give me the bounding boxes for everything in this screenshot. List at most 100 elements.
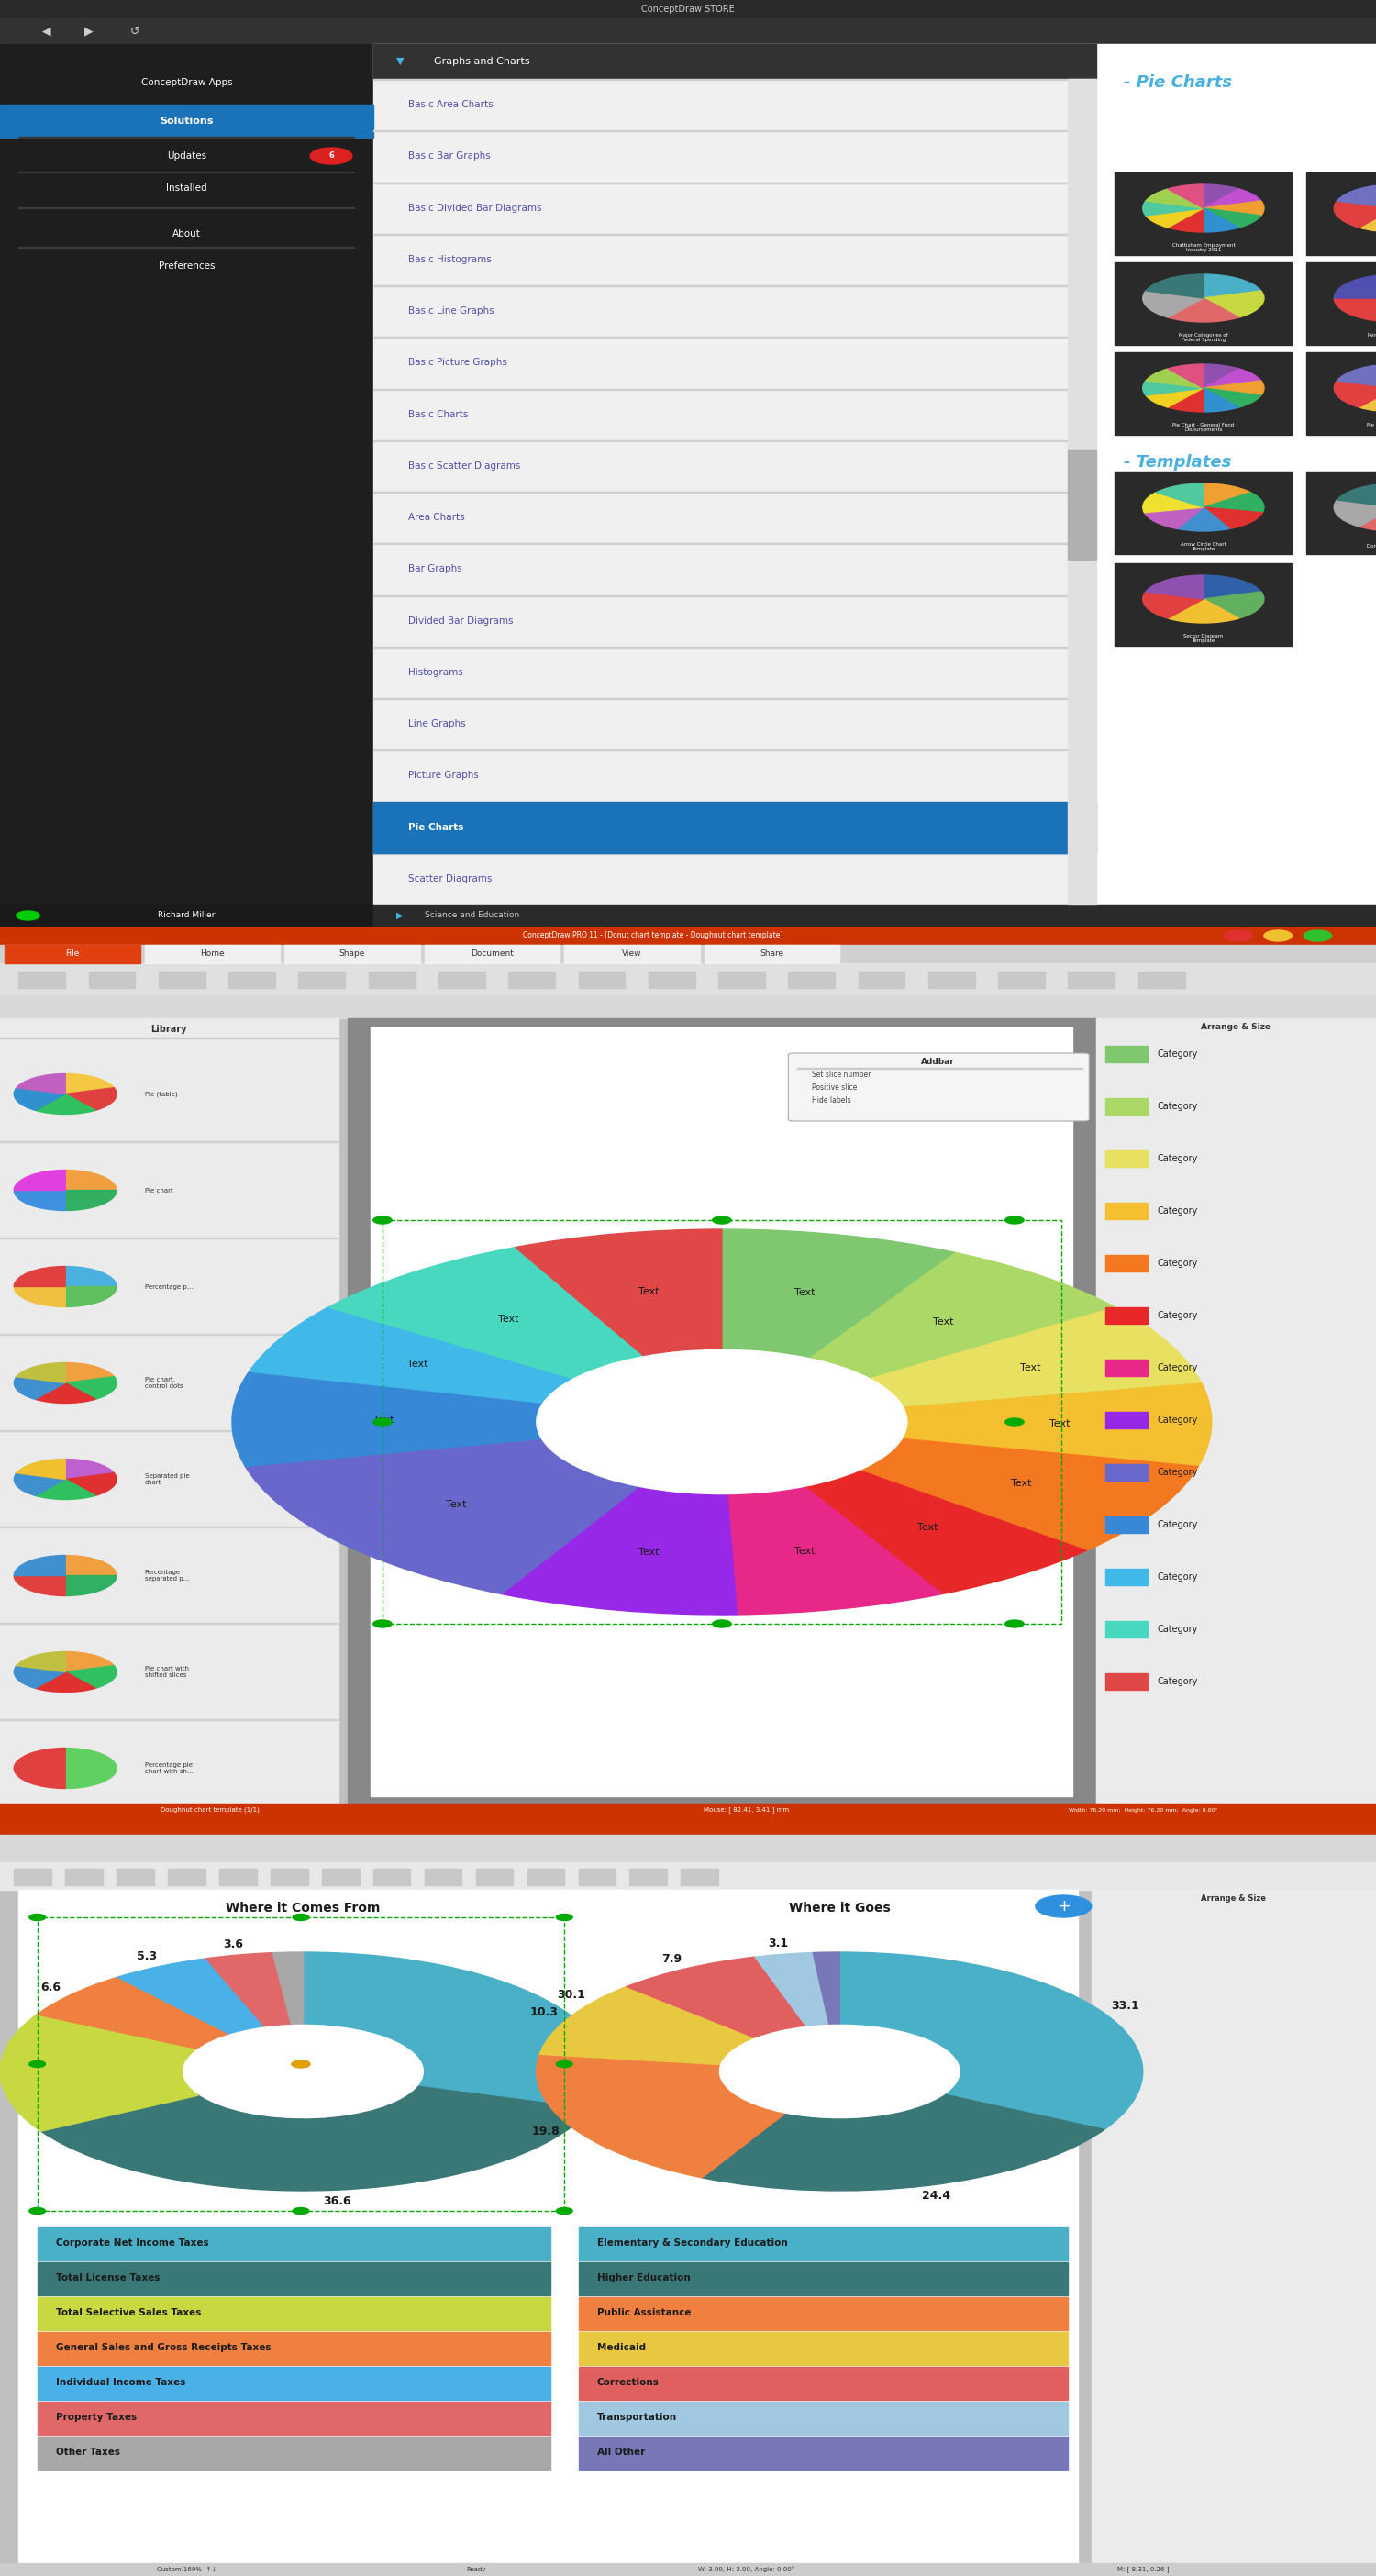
Wedge shape [65, 1074, 114, 1095]
Wedge shape [1204, 209, 1238, 232]
Text: Medicaid: Medicaid [597, 2344, 645, 2352]
Text: Text: Text [795, 1546, 816, 1556]
Text: View: View [622, 951, 641, 958]
Wedge shape [1146, 574, 1204, 600]
Wedge shape [1146, 368, 1204, 389]
Bar [578, 2331, 1068, 2365]
Wedge shape [272, 1953, 303, 2025]
Text: Category: Category [1157, 1154, 1197, 1164]
Bar [1105, 1046, 1148, 1061]
Wedge shape [1204, 507, 1263, 528]
Wedge shape [1204, 492, 1265, 513]
Text: Category: Category [1157, 1417, 1197, 1425]
Wedge shape [65, 1087, 117, 1110]
Wedge shape [1204, 574, 1260, 600]
Text: ▶: ▶ [212, 1803, 220, 1814]
Wedge shape [1204, 389, 1260, 407]
Circle shape [556, 1914, 572, 1922]
Text: 3.1: 3.1 [768, 1937, 788, 1950]
Text: Scatter Diagrams: Scatter Diagrams [409, 873, 493, 884]
Bar [158, 971, 205, 989]
Wedge shape [65, 1651, 114, 1672]
Bar [0, 1834, 1376, 1862]
Wedge shape [14, 1749, 65, 1788]
Text: Individual Income Taxes: Individual Income Taxes [56, 2378, 186, 2388]
Bar [1068, 80, 1097, 904]
Wedge shape [1143, 201, 1204, 216]
Bar [1115, 353, 1292, 435]
Wedge shape [861, 1440, 1198, 1551]
Text: 3.6: 3.6 [223, 1937, 244, 1950]
Wedge shape [245, 1440, 638, 1595]
Bar [527, 1868, 564, 1886]
Wedge shape [303, 1953, 607, 2110]
Text: Percentage
separated p...: Percentage separated p... [144, 1569, 189, 1582]
Circle shape [1006, 1216, 1024, 1224]
Bar [681, 1868, 718, 1886]
Bar [299, 971, 345, 989]
Bar [705, 945, 839, 963]
Text: Major Categories of
Federal Spending: Major Categories of Federal Spending [1179, 332, 1227, 343]
Wedge shape [65, 1376, 117, 1399]
Circle shape [293, 1914, 310, 1922]
Text: Science and Education: Science and Education [424, 912, 519, 920]
Text: Category: Category [1157, 1206, 1197, 1216]
Wedge shape [65, 1577, 117, 1595]
Text: Installed: Installed [166, 183, 206, 193]
Bar [0, 1816, 1376, 1834]
Circle shape [373, 1216, 392, 1224]
Bar [578, 2401, 1068, 2434]
Bar [1097, 44, 1376, 904]
Wedge shape [1143, 492, 1204, 513]
Bar [322, 1868, 359, 1886]
Text: 10.3: 10.3 [530, 2007, 559, 2020]
Bar [1115, 471, 1292, 554]
Bar [0, 1803, 1376, 1816]
Wedge shape [1204, 209, 1260, 227]
Bar [564, 945, 699, 963]
Bar [0, 106, 373, 137]
Bar [348, 1018, 1097, 1806]
Wedge shape [117, 1958, 264, 2032]
Bar [1105, 1306, 1148, 1324]
Bar [998, 971, 1044, 989]
Text: Total License Taxes: Total License Taxes [56, 2272, 160, 2282]
Text: Elementary & Secondary Education: Elementary & Secondary Education [597, 2239, 787, 2249]
Text: Width: 76.20 mm;  Height: 76.20 mm;  Angle: 0.00°: Width: 76.20 mm; Height: 76.20 mm; Angle… [1068, 1808, 1218, 1814]
Text: Category: Category [1157, 1311, 1197, 1319]
Wedge shape [36, 1095, 95, 1115]
Circle shape [1303, 930, 1332, 940]
Circle shape [17, 912, 40, 920]
Circle shape [1006, 1620, 1024, 1628]
Bar [648, 971, 695, 989]
Text: Pie chart: Pie chart [144, 1188, 173, 1193]
Text: Doughnut chart template (1/1): Doughnut chart template (1/1) [161, 1806, 260, 1814]
Bar [1306, 353, 1376, 435]
Text: All Other: All Other [597, 2447, 645, 2458]
Text: Graphs and Charts: Graphs and Charts [433, 57, 530, 67]
Circle shape [373, 1419, 392, 1425]
Wedge shape [14, 1190, 65, 1211]
Bar [0, 945, 1376, 963]
Bar [228, 971, 275, 989]
Bar [1091, 1891, 1376, 2576]
Wedge shape [1359, 209, 1376, 232]
Bar [0, 1862, 1376, 1891]
Text: Divided Bar Diagrams: Divided Bar Diagrams [409, 616, 513, 626]
Bar [37, 2437, 550, 2470]
Wedge shape [813, 1953, 839, 2025]
Wedge shape [872, 1306, 1201, 1406]
Bar [1115, 263, 1292, 345]
Bar [19, 1891, 1077, 2568]
Text: Where it Comes From: Where it Comes From [226, 1901, 380, 1914]
Text: - Templates: - Templates [1124, 453, 1232, 471]
Wedge shape [1204, 363, 1238, 389]
Text: Text: Text [933, 1316, 954, 1327]
Text: Set slice number: Set slice number [812, 1072, 871, 1079]
Wedge shape [14, 1556, 65, 1577]
Text: 6: 6 [329, 152, 334, 160]
Bar [14, 1868, 51, 1886]
Bar [1068, 451, 1097, 559]
Wedge shape [1359, 389, 1376, 412]
Bar [0, 994, 1376, 1018]
